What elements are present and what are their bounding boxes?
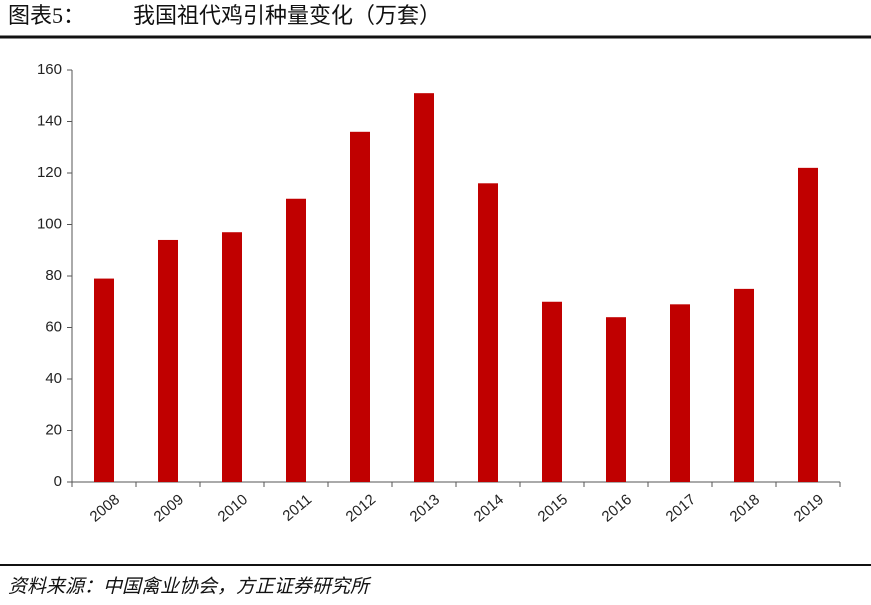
x-tick-label: 2017 (663, 491, 699, 525)
y-tick-label: 140 (37, 112, 62, 129)
bar (670, 304, 690, 482)
bar (158, 239, 178, 482)
bar (734, 288, 754, 482)
figure-label: 图表5： (8, 3, 85, 28)
y-tick-label: 40 (45, 370, 62, 387)
x-tick-label: 2008 (87, 491, 123, 525)
x-tick-label: 2016 (599, 491, 635, 525)
y-tick-label: 60 (45, 318, 62, 335)
x-tick-label: 2010 (215, 491, 251, 525)
bar (606, 317, 626, 482)
x-tick-label: 2019 (791, 491, 827, 525)
x-tick-label: 2013 (407, 491, 443, 525)
chart-title: 我国祖代鸡引种量变化（万套） (133, 3, 441, 28)
x-tick-label: 2012 (343, 491, 379, 525)
x-tick-label: 2014 (471, 491, 507, 525)
y-tick-label: 0 (54, 473, 62, 490)
x-tick-label: 2015 (535, 491, 571, 525)
x-tick-label: 2011 (279, 491, 315, 525)
y-tick-label: 160 (37, 61, 62, 78)
x-tick-label: 2018 (727, 491, 763, 525)
bar (414, 93, 434, 483)
x-tick-label: 2009 (151, 491, 187, 525)
bar (222, 232, 242, 482)
bar (350, 131, 370, 483)
bar (478, 183, 498, 483)
source-note: 资料来源：中国禽业协会，方正证券研究所 (8, 575, 372, 597)
bar (798, 167, 818, 482)
bar (94, 278, 114, 482)
y-tick-label: 80 (45, 267, 62, 284)
y-tick-label: 20 (45, 421, 62, 438)
bar (542, 301, 562, 482)
y-tick-label: 100 (37, 215, 62, 232)
bar (286, 198, 306, 482)
y-tick-label: 120 (37, 164, 62, 181)
